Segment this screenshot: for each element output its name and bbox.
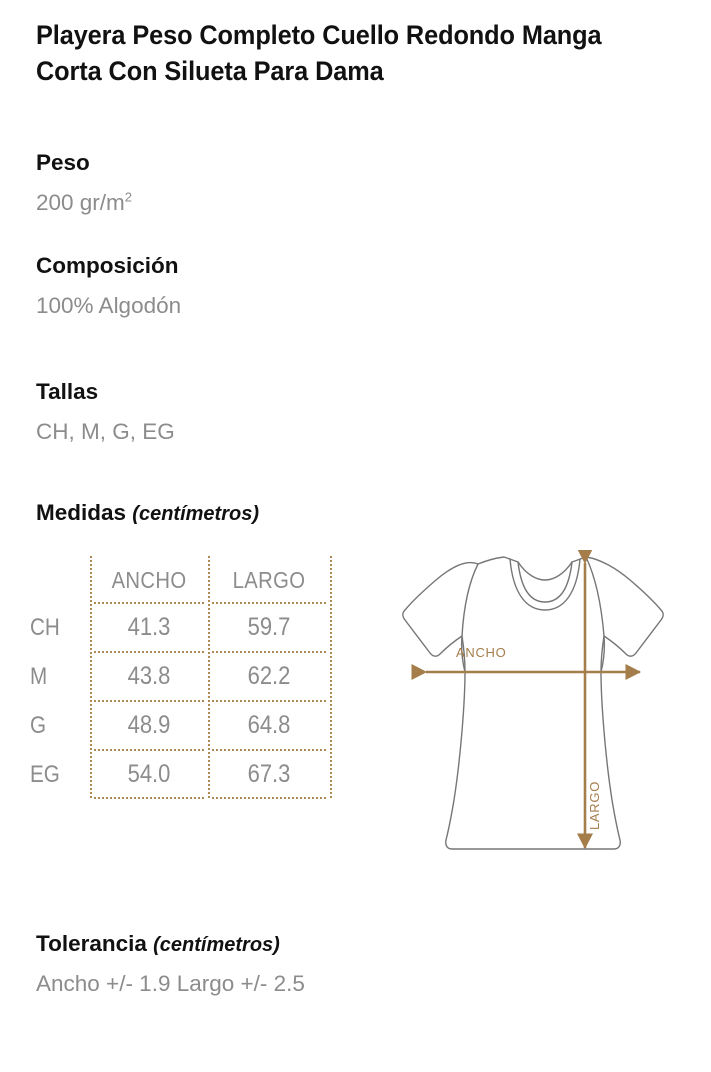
- table-vrule-middle: [208, 556, 210, 798]
- largo-label: LARGO: [587, 781, 602, 830]
- spec-value-tolerancia: Ancho +/- 1.9 Largo +/- 2.5: [36, 971, 305, 996]
- table-hrule: [212, 749, 326, 751]
- table-cell-g-ancho: 48.9: [127, 711, 171, 739]
- table-cell-g-largo: 64.8: [247, 711, 291, 739]
- tolerancia-word: Tolerancia: [36, 931, 147, 956]
- table-vrule-left: [90, 556, 92, 798]
- table-header-largo: LARGO: [232, 567, 306, 593]
- table-cell-eg-largo: 67.3: [247, 760, 291, 788]
- spec-label-tallas: Tallas: [36, 379, 99, 404]
- page-title: Playera Peso Completo Cuello Redondo Man…: [36, 20, 602, 86]
- spec-label-peso: Peso: [36, 150, 90, 175]
- garment-measurement-diagram: ANCHO LARGO: [378, 550, 678, 870]
- table-cell-ch-largo: 59.7: [247, 613, 291, 641]
- table-hrule: [212, 700, 326, 702]
- spec-value-peso: 200 gr/m2: [36, 189, 132, 216]
- table-cell-m-largo: 62.2: [247, 662, 291, 690]
- table-row-label-ch: CH: [30, 614, 60, 641]
- table-hrule: [94, 749, 204, 751]
- table-cell-eg-ancho: 54.0: [127, 760, 171, 788]
- tolerancia-unit-note: (centímetros): [153, 934, 280, 956]
- table-hrule: [212, 651, 326, 653]
- tshirt-outline-icon: [402, 556, 664, 850]
- spec-value-composicion: 100% Algodón: [36, 293, 182, 318]
- table-hrule: [212, 797, 326, 799]
- medidas-unit-note: (centímetros): [132, 503, 259, 525]
- ancho-label: ANCHO: [456, 645, 506, 660]
- spec-label-tolerancia: Tolerancia (centímetros): [36, 931, 280, 958]
- table-cell-m-ancho: 43.8: [127, 662, 171, 690]
- table-hrule: [94, 700, 204, 702]
- medidas-word: Medidas: [36, 500, 127, 525]
- spec-label-medidas: Medidas (centímetros): [36, 500, 259, 527]
- table-hrule: [94, 602, 204, 604]
- table-cell-ch-ancho: 41.3: [127, 613, 171, 641]
- peso-amount: 200 gr/m: [36, 190, 125, 215]
- table-hrule: [94, 651, 204, 653]
- table-hrule: [94, 797, 204, 799]
- table-vrule-right: [330, 556, 332, 798]
- table-hrule: [212, 602, 326, 604]
- table-row-label-eg: EG: [30, 761, 60, 788]
- measurements-table: ANCHO LARGO CH 41.3 59.7 M 43.8 62.2 G 4…: [30, 556, 332, 799]
- spec-label-composicion: Composición: [36, 253, 179, 278]
- table-row-label-g: G: [30, 712, 47, 739]
- table-row-label-m: M: [30, 663, 48, 690]
- table-header-ancho: ANCHO: [111, 567, 187, 593]
- peso-unit-exponent: 2: [124, 189, 133, 205]
- spec-value-tallas: CH, M, G, EG: [36, 419, 175, 444]
